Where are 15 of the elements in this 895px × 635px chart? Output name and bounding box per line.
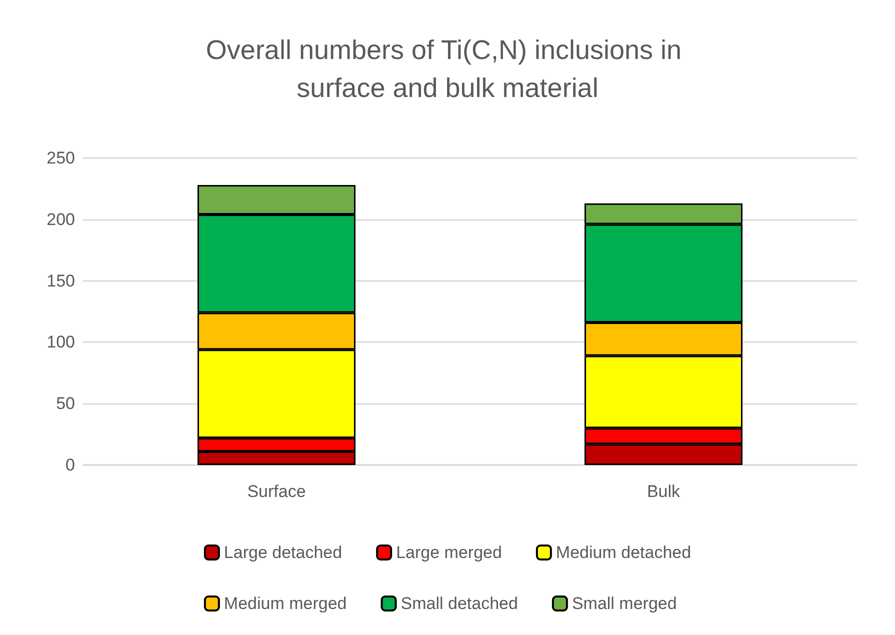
legend-label: Large detached <box>224 543 342 562</box>
y-tick-label: 200 <box>46 210 75 229</box>
y-tick-label: 150 <box>46 271 75 290</box>
y-tick-label: 250 <box>46 148 75 168</box>
y-tick-label: 50 <box>56 394 75 414</box>
legend-label: Small detached <box>400 594 518 613</box>
x-tick-label: Bulk <box>646 482 681 501</box>
x-tick-label: Surface <box>247 482 306 501</box>
legend-label: Medium merged <box>224 594 347 613</box>
legend-label: Medium detached <box>556 543 692 562</box>
legend-label: Small merged <box>572 594 677 613</box>
y-tick-label: 100 <box>46 332 75 352</box>
y-tick-label: 0 <box>66 456 75 474</box>
legend-label: Large merged <box>396 543 502 562</box>
chart-title: Overall numbers of Ti(C,N) inclusions in surface and bulk material <box>206 35 690 103</box>
